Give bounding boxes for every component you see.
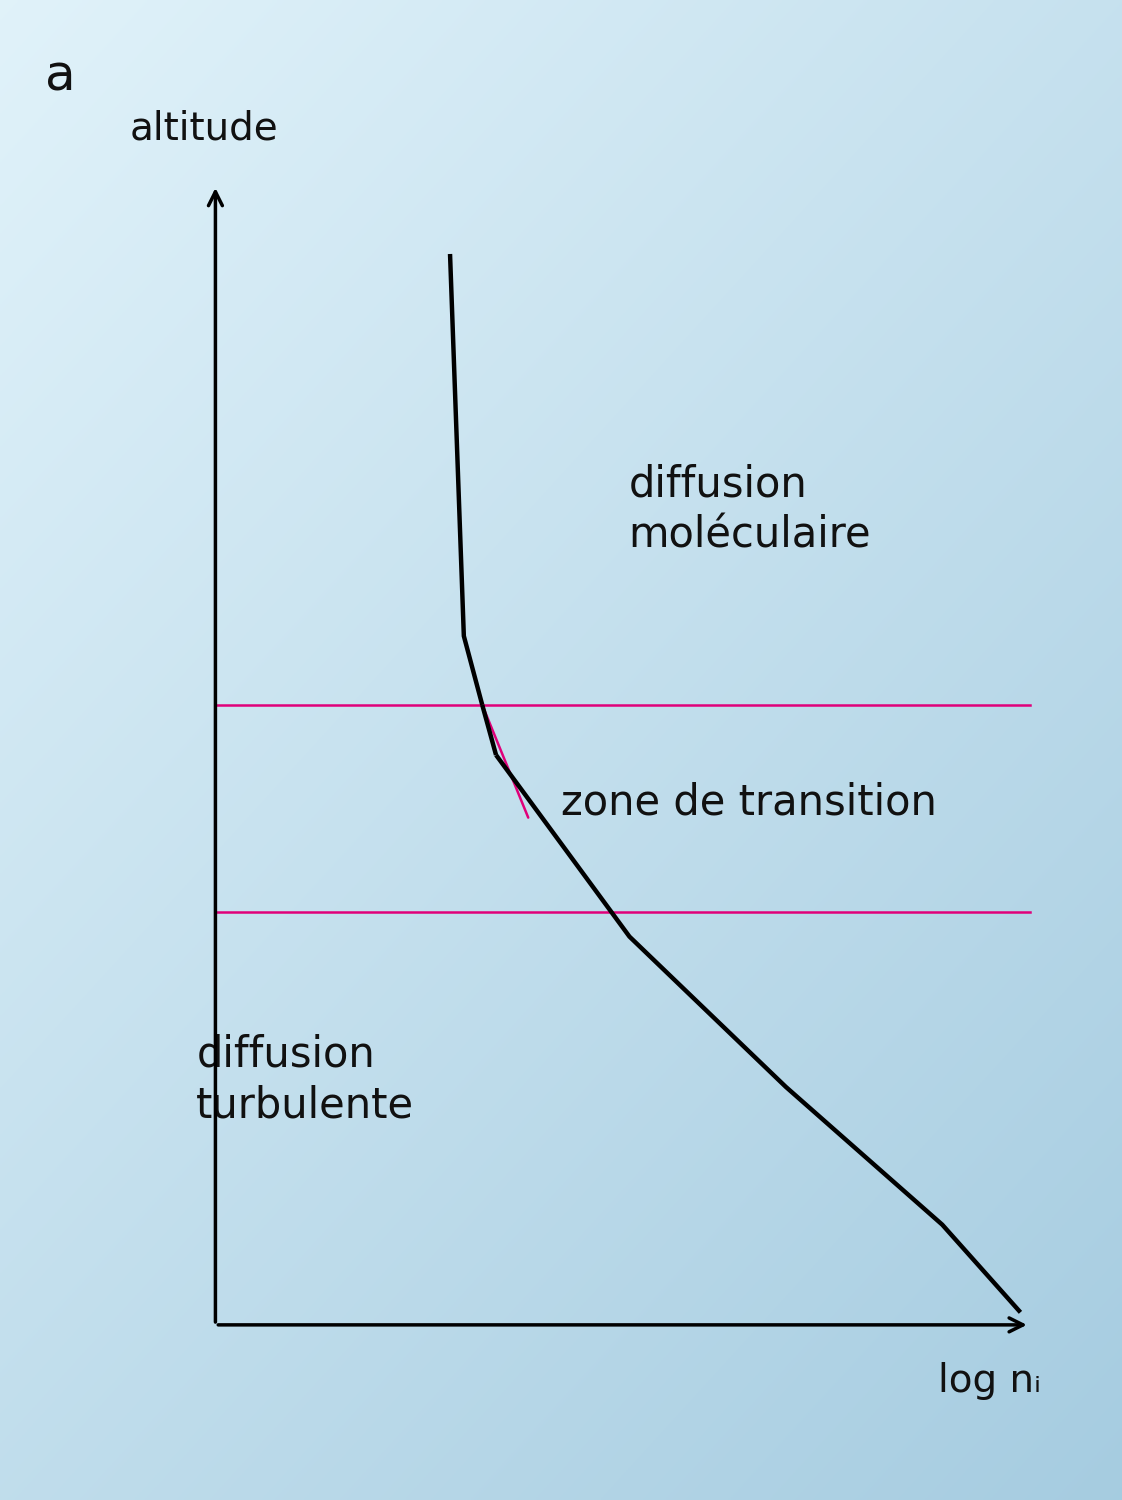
Text: zone de transition: zone de transition	[561, 782, 937, 824]
Text: diffusion
moléculaire: diffusion moléculaire	[628, 464, 871, 556]
Text: diffusion
turbulente: diffusion turbulente	[196, 1034, 414, 1126]
Text: altitude: altitude	[130, 110, 278, 147]
Text: a: a	[45, 53, 75, 100]
Text: log nᵢ: log nᵢ	[938, 1362, 1041, 1401]
